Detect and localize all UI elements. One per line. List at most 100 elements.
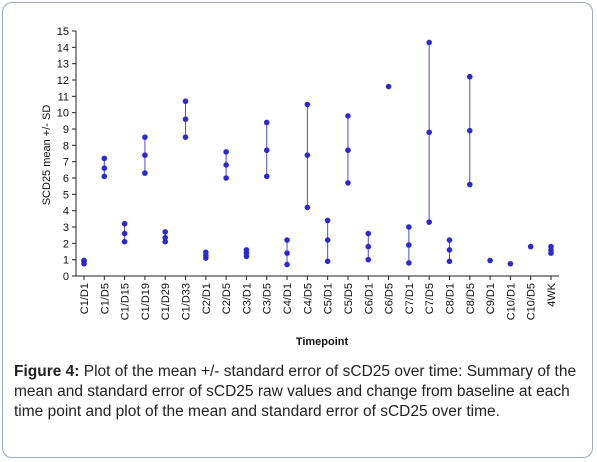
data-point: [446, 247, 453, 253]
data-point: [162, 234, 169, 241]
x-tick-label: 4WK: [546, 282, 558, 307]
x-tick-label: C7/D1: [404, 283, 416, 314]
data-point: [121, 238, 128, 245]
data-point: [406, 242, 412, 248]
data-point: [385, 83, 392, 90]
data-point: [142, 152, 148, 158]
data-point: [406, 260, 412, 266]
data-point: [324, 258, 331, 265]
x-tick-label: C1/D15: [120, 283, 132, 320]
data-point: [507, 260, 514, 267]
data-point: [182, 116, 189, 122]
y-tick-label: 1: [63, 255, 69, 267]
data-point: [365, 230, 372, 237]
y-tick-label: 15: [57, 26, 69, 38]
data-point: [324, 237, 331, 243]
data-point: [243, 247, 250, 253]
data-point: [142, 134, 148, 140]
data-point: [223, 175, 229, 181]
data-point: [223, 149, 229, 155]
data-point: [324, 217, 331, 224]
x-tick-label: C1/D19: [140, 283, 152, 320]
y-tick-label: 3: [63, 222, 69, 234]
data-point: [426, 219, 432, 225]
x-axis-ticks: C1/D1 C1/D5 C1/D15 C1/D19 C1/D29 C1/D33 C2/D1 C…: [79, 276, 558, 320]
y-tick-label: 5: [63, 189, 69, 201]
data-point: [263, 119, 270, 126]
y-axis-label: SCD25 mean +/- SD: [41, 105, 53, 206]
data-point: [345, 180, 351, 186]
data-point: [466, 127, 473, 134]
x-tick-label: C6/D1: [363, 283, 375, 314]
data-point: [304, 101, 311, 108]
x-axis-label: Timepoint: [296, 336, 349, 348]
data-point: [466, 181, 473, 188]
figure-frame: [2, 2, 593, 458]
y-tick-label: 4: [63, 206, 69, 218]
figure-caption: Figure 4: Plot of the mean +/- standard …: [14, 362, 584, 422]
data-point: [182, 134, 189, 140]
y-tick-label: 6: [63, 173, 69, 185]
data-point: [101, 155, 108, 162]
x-tick-label: C2/D5: [221, 283, 233, 314]
data-point: [81, 257, 87, 264]
x-tick-label: C1/D1: [79, 283, 91, 314]
data-point: [446, 258, 453, 265]
x-tick-label: C7/D5: [424, 283, 436, 314]
caption-text: Plot of the mean +/- standard error of s…: [14, 363, 577, 420]
data-point: [446, 237, 453, 243]
data-point: [466, 73, 473, 80]
data-point: [527, 243, 534, 250]
y-tick-label: 12: [57, 75, 69, 87]
data-point: [284, 261, 290, 268]
x-tick-label: C9/D1: [485, 283, 497, 314]
x-tick-label: C1/D29: [160, 283, 172, 320]
x-tick-label: C3/D1: [241, 283, 253, 314]
x-tick-label: C1/D33: [181, 283, 193, 320]
y-tick-label: 14: [57, 42, 69, 54]
x-tick-label: C10/D5: [526, 283, 538, 320]
y-tick-label: 13: [57, 59, 69, 71]
x-tick-label: C1/D5: [99, 283, 111, 314]
data-point: [121, 230, 128, 237]
data-point: [345, 147, 351, 154]
data-point: [263, 147, 270, 154]
x-tick-label: C8/D5: [465, 283, 477, 314]
y-tick-label: 10: [57, 108, 69, 120]
y-tick-label: 11: [58, 91, 69, 103]
data-point: [101, 173, 108, 180]
x-tick-label: C8/D1: [444, 283, 456, 314]
y-tick-label: 0: [63, 271, 69, 283]
chart-axes: [75, 31, 559, 277]
x-tick-label: C10/D1: [505, 283, 517, 320]
data-point: [426, 129, 432, 136]
x-tick-label: C3/D5: [262, 283, 274, 314]
data-point: [101, 165, 108, 171]
x-tick-label: C4/D1: [282, 283, 294, 314]
data-point: [365, 243, 372, 250]
x-tick-label: C5/D5: [343, 283, 355, 314]
y-tick-label: 2: [63, 238, 69, 250]
data-point: [203, 249, 209, 256]
y-tick-label: 7: [63, 157, 69, 169]
data-point: [304, 152, 311, 158]
x-tick-label: C4/D5: [302, 283, 314, 314]
data-point: [162, 238, 169, 245]
data-point: [121, 220, 128, 227]
data-point: [345, 113, 351, 119]
data-point: [162, 229, 169, 235]
data-point: [284, 237, 290, 243]
x-tick-label: C6/D5: [384, 283, 396, 314]
data-point: [426, 39, 432, 46]
data-point: [406, 224, 412, 230]
data-point: [284, 250, 290, 256]
x-tick-label: C2/D1: [201, 283, 213, 314]
x-tick-label: C5/D1: [323, 283, 335, 314]
data-marks: [81, 39, 554, 268]
data-point: [487, 257, 493, 264]
data-point: [263, 173, 270, 180]
data-point: [223, 162, 229, 168]
data-point: [142, 170, 148, 176]
